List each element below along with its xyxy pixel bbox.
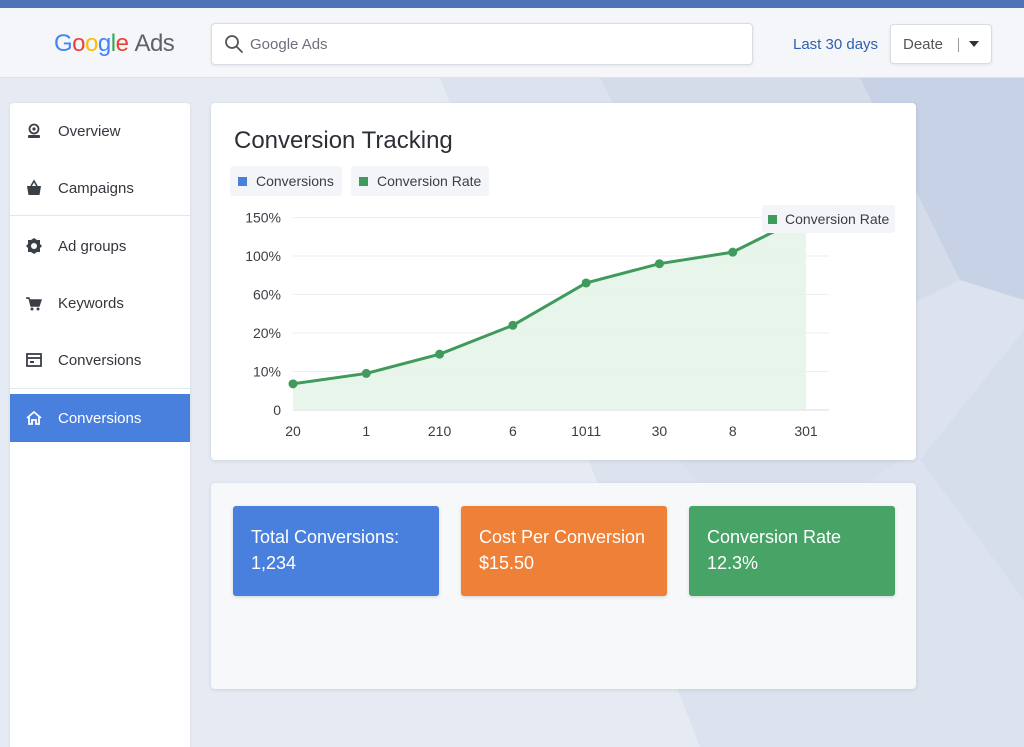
gear-icon — [26, 238, 42, 254]
legend-label: Conversions — [256, 173, 334, 189]
legend-conversion-rate[interactable]: Conversion Rate — [351, 166, 490, 196]
stat-label: Conversion Rate — [707, 527, 842, 547]
sidebar-item-label: Campaigns — [58, 179, 134, 197]
sidebar: Overview Campaigns Ad groups Keywords Co… — [10, 103, 190, 747]
x-tick-label: 1011 — [571, 423, 601, 439]
date-select-value: Deate — [903, 36, 944, 53]
search-input[interactable] — [250, 24, 740, 64]
sidebar-item-label: Overview — [58, 122, 121, 140]
search-icon — [225, 35, 243, 53]
home-icon — [26, 410, 42, 425]
y-tick-label: 10% — [253, 364, 281, 380]
sidebar-item-conversions-active[interactable]: Conversions — [10, 394, 190, 442]
y-tick-label: 150% — [245, 210, 281, 226]
google-ads-logo[interactable]: Google Ads — [54, 30, 175, 57]
legend-label: Conversion Rate — [377, 173, 482, 189]
series-tag-box — [762, 205, 895, 233]
data-point — [581, 278, 591, 288]
dropdown-separator — [958, 38, 959, 52]
user-circle-icon — [28, 123, 40, 138]
sidebar-item-keywords[interactable]: Keywords — [10, 279, 190, 327]
x-tick-label: 301 — [794, 423, 818, 439]
y-tick-label: 60% — [253, 287, 281, 303]
top-accent-bar — [0, 0, 1024, 8]
x-tick-label: 30 — [652, 423, 668, 439]
stats-panel: Total Conversions: 1,234 Cost Per Conver… — [211, 483, 916, 689]
stat-value: 1,234 — [251, 553, 297, 573]
series-line-conversion-rate — [292, 214, 807, 386]
sidebar-item-label: Conversions — [58, 409, 142, 427]
search-box[interactable] — [211, 23, 753, 65]
legend-conversions[interactable]: Conversions — [230, 166, 342, 196]
line-chart: 150% 100% 60% 20% 10% 020 1 210 6 1011 30 8 301 Conve… — [245, 205, 895, 439]
y-tick-label: 20% — [253, 325, 281, 341]
sidebar-divider — [10, 215, 190, 216]
sidebar-item-ad-groups[interactable]: Ad groups — [10, 222, 190, 270]
data-point — [654, 259, 664, 269]
y-tick-label: 100% — [245, 248, 281, 264]
chevron-down-icon — [969, 41, 979, 47]
register-icon — [26, 353, 42, 367]
date-range-link[interactable]: Last 30 days — [793, 36, 879, 53]
stat-conversion-rate[interactable]: Conversion Rate 12.3% — [689, 506, 895, 596]
stat-value: $15.50 — [479, 553, 535, 573]
basket-icon — [27, 179, 41, 195]
x-tick-label: 8 — [729, 423, 737, 439]
conversion-tracking-card: Conversion Tracking Conversions Conversi… — [211, 103, 916, 460]
data-point — [361, 368, 371, 378]
x-tick-label: 20 — [285, 423, 301, 439]
stat-label: Total Conversions: — [251, 527, 400, 547]
data-point — [288, 379, 298, 389]
sidebar-item-campaigns[interactable]: Campaigns — [10, 164, 190, 212]
legend-swatch-green — [359, 176, 368, 186]
chart-title: Conversion Tracking — [234, 127, 453, 154]
y-tick-label: 0 — [273, 402, 281, 418]
stat-cost-per-conversion[interactable]: Cost Per Conversion $15.50 — [461, 506, 667, 596]
sidebar-item-overview[interactable]: Overview — [10, 107, 190, 155]
sidebar-item-conversions[interactable]: Conversions — [10, 336, 190, 384]
sidebar-divider — [10, 388, 190, 389]
x-tick-label: 210 — [428, 423, 452, 439]
sidebar-item-label: Keywords — [58, 294, 124, 312]
x-tick-label: 1 — [362, 423, 370, 439]
cart-icon — [26, 297, 42, 311]
stat-total-conversions[interactable]: Total Conversions: 1,234 — [233, 506, 439, 596]
legend-swatch-blue — [238, 176, 247, 186]
series-tag-label: Conversion Rate — [785, 211, 889, 227]
data-point — [508, 320, 518, 330]
x-tick-label: 6 — [509, 423, 517, 439]
data-point — [435, 349, 445, 359]
series-tag-swatch — [768, 215, 777, 224]
data-point — [728, 247, 738, 257]
date-select-dropdown[interactable]: Deate — [890, 24, 992, 64]
area-fill — [293, 215, 806, 410]
sidebar-item-label: Ad groups — [58, 237, 127, 255]
sidebar-item-label: Conversions — [58, 351, 142, 369]
stat-value: 12.3% — [707, 553, 759, 573]
stat-label: Cost Per Conversion — [479, 527, 646, 547]
